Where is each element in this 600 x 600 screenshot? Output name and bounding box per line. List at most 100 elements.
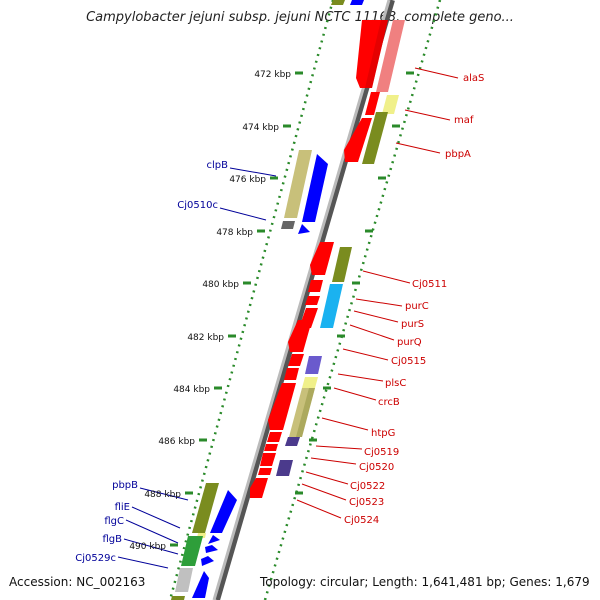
gene-alas-hl[interactable] [365, 20, 388, 88]
gene-label[interactable]: purC [405, 301, 429, 312]
gene-label[interactable]: Cj0520 [359, 462, 394, 473]
gene-cj0511[interactable] [310, 242, 334, 275]
callout-line [333, 387, 377, 401]
callout-line [310, 457, 357, 465]
callout-line [315, 445, 363, 450]
gene-label[interactable]: maf [454, 115, 474, 126]
gene-cj0515b[interactable] [288, 354, 304, 366]
ruler-label: 476 kbp [229, 175, 266, 185]
guide-dotted-inner [263, 0, 442, 600]
gene-cj0529c-blue[interactable] [192, 571, 209, 598]
gene-label[interactable]: Cj0522 [350, 481, 385, 492]
gene-top-blue[interactable] [350, 0, 364, 5]
gene-label[interactable]: crcB [378, 397, 400, 408]
gene-htpg[interactable] [268, 383, 296, 430]
gene-cj0523[interactable] [258, 468, 272, 475]
gene-purc[interactable] [308, 280, 323, 292]
outer-ticks [295, 71, 414, 495]
callouts: alaS maf pbpA Cj0511 purC purS purQ Cj0515 plsC c… [75, 67, 484, 569]
gene-label[interactable]: Cj0515 [391, 356, 426, 367]
ruler-label: 484 kbp [173, 385, 210, 395]
gene-plsc-yellow[interactable] [302, 377, 318, 388]
callout-line [414, 67, 459, 79]
gene-label[interactable]: fliE [115, 502, 130, 513]
gene-cj0511-olive[interactable] [332, 247, 352, 282]
gene-flgc-green[interactable] [181, 536, 203, 566]
gene-plsc-purple[interactable] [305, 356, 322, 374]
gene-label[interactable]: purS [401, 319, 424, 330]
ruler-label: 486 kbp [158, 437, 195, 447]
callout-line [321, 417, 369, 431]
gene-cj0520[interactable] [264, 444, 278, 451]
callout-line [229, 167, 277, 177]
ruler-label: 472 kbp [254, 70, 291, 80]
gene-label[interactable]: flgB [102, 534, 122, 545]
gene-cj0519[interactable] [267, 432, 282, 442]
gene-cj0524[interactable] [250, 478, 268, 498]
callout-line [117, 556, 169, 569]
gene-alas-pink[interactable] [376, 20, 405, 92]
callout-line [342, 348, 389, 361]
callout-line [301, 483, 347, 501]
accession-text: Accession: NC_002163 [9, 575, 146, 589]
callout-line [404, 109, 451, 121]
gene-pbpa-olive[interactable] [362, 112, 388, 164]
gene-htpg-olive-edge[interactable] [296, 388, 315, 437]
gene-cj0522-purple[interactable] [276, 460, 293, 476]
gene-cj0522[interactable] [260, 453, 276, 466]
gene-pbpb-blue[interactable] [210, 490, 237, 533]
ruler-labels: 472 kbp 474 kbp 476 kbp 478 kbp 480 kbp 482 k… [129, 70, 291, 552]
callout-line [296, 499, 342, 519]
backbone [212, 0, 391, 600]
callout-line [395, 142, 441, 154]
gene-cj0529c-grey[interactable] [175, 568, 193, 592]
gene-maf[interactable] [365, 92, 380, 115]
gene-clpb-khaki[interactable] [284, 150, 312, 218]
gene-purs[interactable] [305, 296, 320, 305]
callout-line [337, 373, 384, 382]
gene-maf-yellow[interactable] [382, 95, 399, 114]
callout-line [131, 506, 181, 529]
gene-top-olive[interactable] [331, 0, 345, 5]
gene-purq-cyan[interactable] [320, 284, 343, 328]
gene-cj0510c-blue[interactable] [298, 224, 310, 234]
gene-flgc-blue[interactable] [205, 545, 218, 553]
ruler-label: 482 kbp [187, 333, 224, 343]
gene-label[interactable]: Cj0519 [364, 447, 399, 458]
gene-label[interactable]: pbpA [445, 149, 471, 160]
gene-label[interactable]: purQ [397, 337, 422, 348]
callout-line [125, 519, 179, 544]
gene-label[interactable]: pbpB [112, 480, 138, 491]
gene-label[interactable]: htpG [371, 428, 395, 439]
callout-line [139, 487, 189, 501]
gene-clpb-blue[interactable] [302, 154, 328, 222]
topology-text: Topology: circular; Length: 1,641,481 bp… [260, 575, 590, 589]
callout-line [349, 324, 395, 341]
gene-flgb-blue[interactable] [201, 556, 214, 566]
gene-pbpb-olive[interactable] [192, 483, 219, 533]
callout-line [353, 310, 399, 323]
gene-cj0519-purple[interactable] [285, 437, 300, 446]
ruler-label: 474 kbp [242, 123, 279, 133]
gene-label[interactable]: alaS [463, 73, 484, 84]
gene-cj0515[interactable] [288, 320, 312, 352]
gene-flie-blue[interactable] [208, 535, 220, 544]
gene-label[interactable]: Cj0510c [177, 200, 218, 211]
gene-label[interactable]: plsC [385, 378, 406, 389]
gene-plsc[interactable] [284, 368, 299, 380]
gene-bottom-olive[interactable] [171, 596, 185, 600]
gene-cj0510c-grey[interactable] [281, 221, 295, 229]
gene-label[interactable]: Cj0523 [349, 497, 384, 508]
gene-label[interactable]: Cj0529c [75, 553, 116, 564]
callout-line [305, 471, 349, 485]
gene-label[interactable]: Cj0511 [412, 279, 447, 290]
map-title: Campylobacter jejuni subsp. jejuni NCTC … [86, 10, 514, 25]
callout-line [123, 538, 179, 555]
backbone-shadow [214, 0, 395, 600]
gene-label[interactable]: clpB [207, 160, 229, 171]
gene-label[interactable]: Cj0524 [344, 515, 379, 526]
guide-dotted-outer [168, 0, 335, 600]
gene-pbpa[interactable] [344, 118, 372, 162]
gene-label[interactable]: flgC [104, 516, 124, 527]
